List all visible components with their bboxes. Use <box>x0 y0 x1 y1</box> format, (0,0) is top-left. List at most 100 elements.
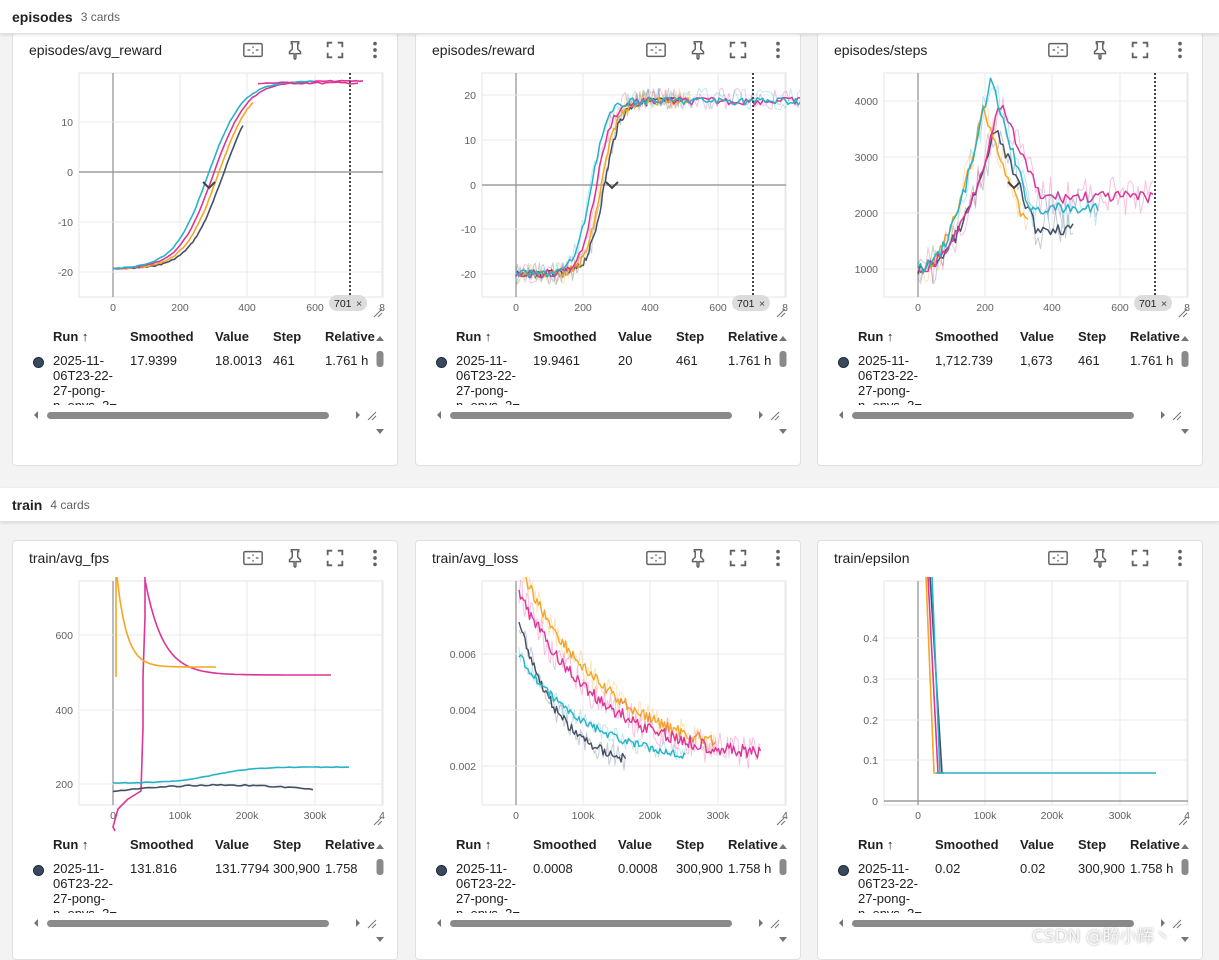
pin-button[interactable] <box>1088 38 1112 62</box>
column-header-value[interactable]: Value <box>215 837 249 852</box>
column-header-smoothed[interactable]: Smoothed <box>130 837 194 852</box>
more-vert-button[interactable] <box>1168 546 1192 570</box>
plot-area[interactable]: 0 100k 200k 300k 4 600 400 200 <box>13 577 398 833</box>
more-vert-button[interactable] <box>363 38 387 62</box>
fullscreen-button[interactable] <box>1128 38 1152 62</box>
plot-area[interactable]: 0 200 400 600 8 10 0 -10 -20 701 × <box>13 69 398 325</box>
vertical-scrollbar[interactable] <box>778 335 788 434</box>
column-header-step[interactable]: Step <box>676 837 705 852</box>
fullscreen-button[interactable] <box>323 38 347 62</box>
column-header-run[interactable]: Run ↑ <box>53 329 89 344</box>
column-header-relative[interactable]: Relative <box>728 329 778 344</box>
fullscreen-button[interactable] <box>726 546 750 570</box>
chart-svg[interactable]: 0 100k 200k 300k 4 600 400 200 <box>13 577 398 833</box>
x-tick-label: 0 <box>513 302 519 314</box>
more-vert-icon <box>1178 41 1182 59</box>
column-header-run[interactable]: Run ↑ <box>858 329 894 344</box>
chart-svg[interactable]: 0 200 400 600 8 20 10 0 -10 -20 701 × <box>416 69 801 325</box>
section-count: 3 cards <box>80 9 121 24</box>
run-color-swatch[interactable] <box>436 357 447 368</box>
fit-domain-button[interactable] <box>241 38 265 62</box>
more-vert-button[interactable] <box>1168 38 1192 62</box>
column-header-value[interactable]: Value <box>1020 329 1054 344</box>
vertical-scrollbar[interactable] <box>1180 843 1190 942</box>
horizontal-scrollbar[interactable] <box>838 917 1184 929</box>
column-header-relative[interactable]: Relative <box>1130 837 1180 852</box>
column-header-smoothed[interactable]: Smoothed <box>935 329 999 344</box>
run-table: Run ↑ Smoothed Value Step Relative 2025-11- 06… <box>818 829 1202 942</box>
expand-button[interactable] <box>1004 179 1024 193</box>
column-header-smoothed[interactable]: Smoothed <box>533 329 597 344</box>
vertical-scrollbar[interactable] <box>375 335 385 434</box>
run-color-swatch[interactable] <box>436 865 447 876</box>
run-color-swatch[interactable] <box>33 865 44 876</box>
more-vert-button[interactable] <box>363 546 387 570</box>
more-vert-icon <box>776 549 780 567</box>
column-header-smoothed[interactable]: Smoothed <box>533 837 597 852</box>
expand-button[interactable] <box>602 179 622 193</box>
chart-svg[interactable]: 0 200 400 600 8 10 0 -10 -20 701 × <box>13 69 398 325</box>
pin-button[interactable] <box>283 38 307 62</box>
run-color-swatch[interactable] <box>33 357 44 368</box>
column-header-value[interactable]: Value <box>618 837 652 852</box>
fit-domain-button[interactable] <box>1046 38 1070 62</box>
pin-button[interactable] <box>686 38 710 62</box>
plot-area[interactable]: 0 200 400 600 8 4000 3000 2000 1000 701 × <box>818 69 1203 325</box>
y-tick-label: 0.3 <box>863 674 878 686</box>
more-vert-button[interactable] <box>766 38 790 62</box>
section-header-train[interactable]: train 4 cards <box>0 488 1219 522</box>
column-header-smoothed[interactable]: Smoothed <box>130 329 194 344</box>
column-header-relative[interactable]: Relative <box>325 329 375 344</box>
chart-svg[interactable]: 0 100k 200k 300k 4 0.4 0.3 0.2 0.1 0 <box>818 577 1203 833</box>
series-line <box>518 621 627 763</box>
horizontal-scrollbar[interactable] <box>838 409 1184 421</box>
more-vert-button[interactable] <box>766 546 790 570</box>
fit-domain-button[interactable] <box>1046 546 1070 570</box>
section-header-episodes[interactable]: episodes 3 cards <box>0 0 1219 34</box>
column-header-value[interactable]: Value <box>618 329 652 344</box>
chart-svg[interactable]: 0 100k 200k 300k 4 0.006 0.004 0.002 <box>416 577 801 833</box>
column-header-value[interactable]: Value <box>215 329 249 344</box>
vertical-scrollbar[interactable] <box>375 843 385 942</box>
cursor-chip <box>1134 295 1172 311</box>
pin-button[interactable] <box>686 546 710 570</box>
fit-domain-button[interactable] <box>241 546 265 570</box>
column-header-step[interactable]: Step <box>1078 329 1107 344</box>
column-header-relative[interactable]: Relative <box>325 837 375 852</box>
run-color-swatch[interactable] <box>838 865 849 876</box>
column-header-relative[interactable]: Relative <box>1130 329 1180 344</box>
fit-domain-button[interactable] <box>644 38 668 62</box>
chart-svg[interactable]: 0 200 400 600 8 4000 3000 2000 1000 701 × <box>818 69 1203 325</box>
horizontal-scrollbar[interactable] <box>436 917 782 929</box>
column-header-run[interactable]: Run ↑ <box>858 837 894 852</box>
column-header-step[interactable]: Step <box>676 329 705 344</box>
horizontal-scrollbar[interactable] <box>33 917 379 929</box>
column-header-step[interactable]: Step <box>273 837 302 852</box>
cell-smoothed: 0.0008 <box>533 861 573 876</box>
column-header-relative[interactable]: Relative <box>728 837 778 852</box>
run-color-swatch[interactable] <box>838 357 849 368</box>
fullscreen-button[interactable] <box>1128 546 1152 570</box>
column-header-run[interactable]: Run ↑ <box>456 329 492 344</box>
expand-button[interactable] <box>199 179 219 193</box>
fullscreen-button[interactable] <box>323 546 347 570</box>
run-name-line: 2025-11- <box>456 861 508 876</box>
horizontal-scrollbar[interactable] <box>33 409 379 421</box>
column-header-run[interactable]: Run ↑ <box>456 837 492 852</box>
plot-area[interactable]: 0 100k 200k 300k 4 0.006 0.004 0.002 <box>416 577 801 833</box>
column-header-smoothed[interactable]: Smoothed <box>935 837 999 852</box>
plot-area[interactable]: 0 100k 200k 300k 4 0.4 0.3 0.2 0.1 0 <box>818 577 1203 833</box>
pin-button[interactable] <box>1088 546 1112 570</box>
column-header-step[interactable]: Step <box>1078 837 1107 852</box>
vertical-scrollbar[interactable] <box>778 843 788 942</box>
horizontal-scrollbar[interactable] <box>436 409 782 421</box>
column-header-value[interactable]: Value <box>1020 837 1054 852</box>
fullscreen-button[interactable] <box>726 38 750 62</box>
plot-area[interactable]: 0 200 400 600 8 20 10 0 -10 -20 701 × <box>416 69 801 325</box>
fit-domain-button[interactable] <box>644 546 668 570</box>
column-header-step[interactable]: Step <box>273 329 302 344</box>
column-header-run[interactable]: Run ↑ <box>53 837 89 852</box>
pin-button[interactable] <box>283 546 307 570</box>
vertical-scrollbar[interactable] <box>1180 335 1190 434</box>
y-tick-label: 0.006 <box>450 649 476 661</box>
